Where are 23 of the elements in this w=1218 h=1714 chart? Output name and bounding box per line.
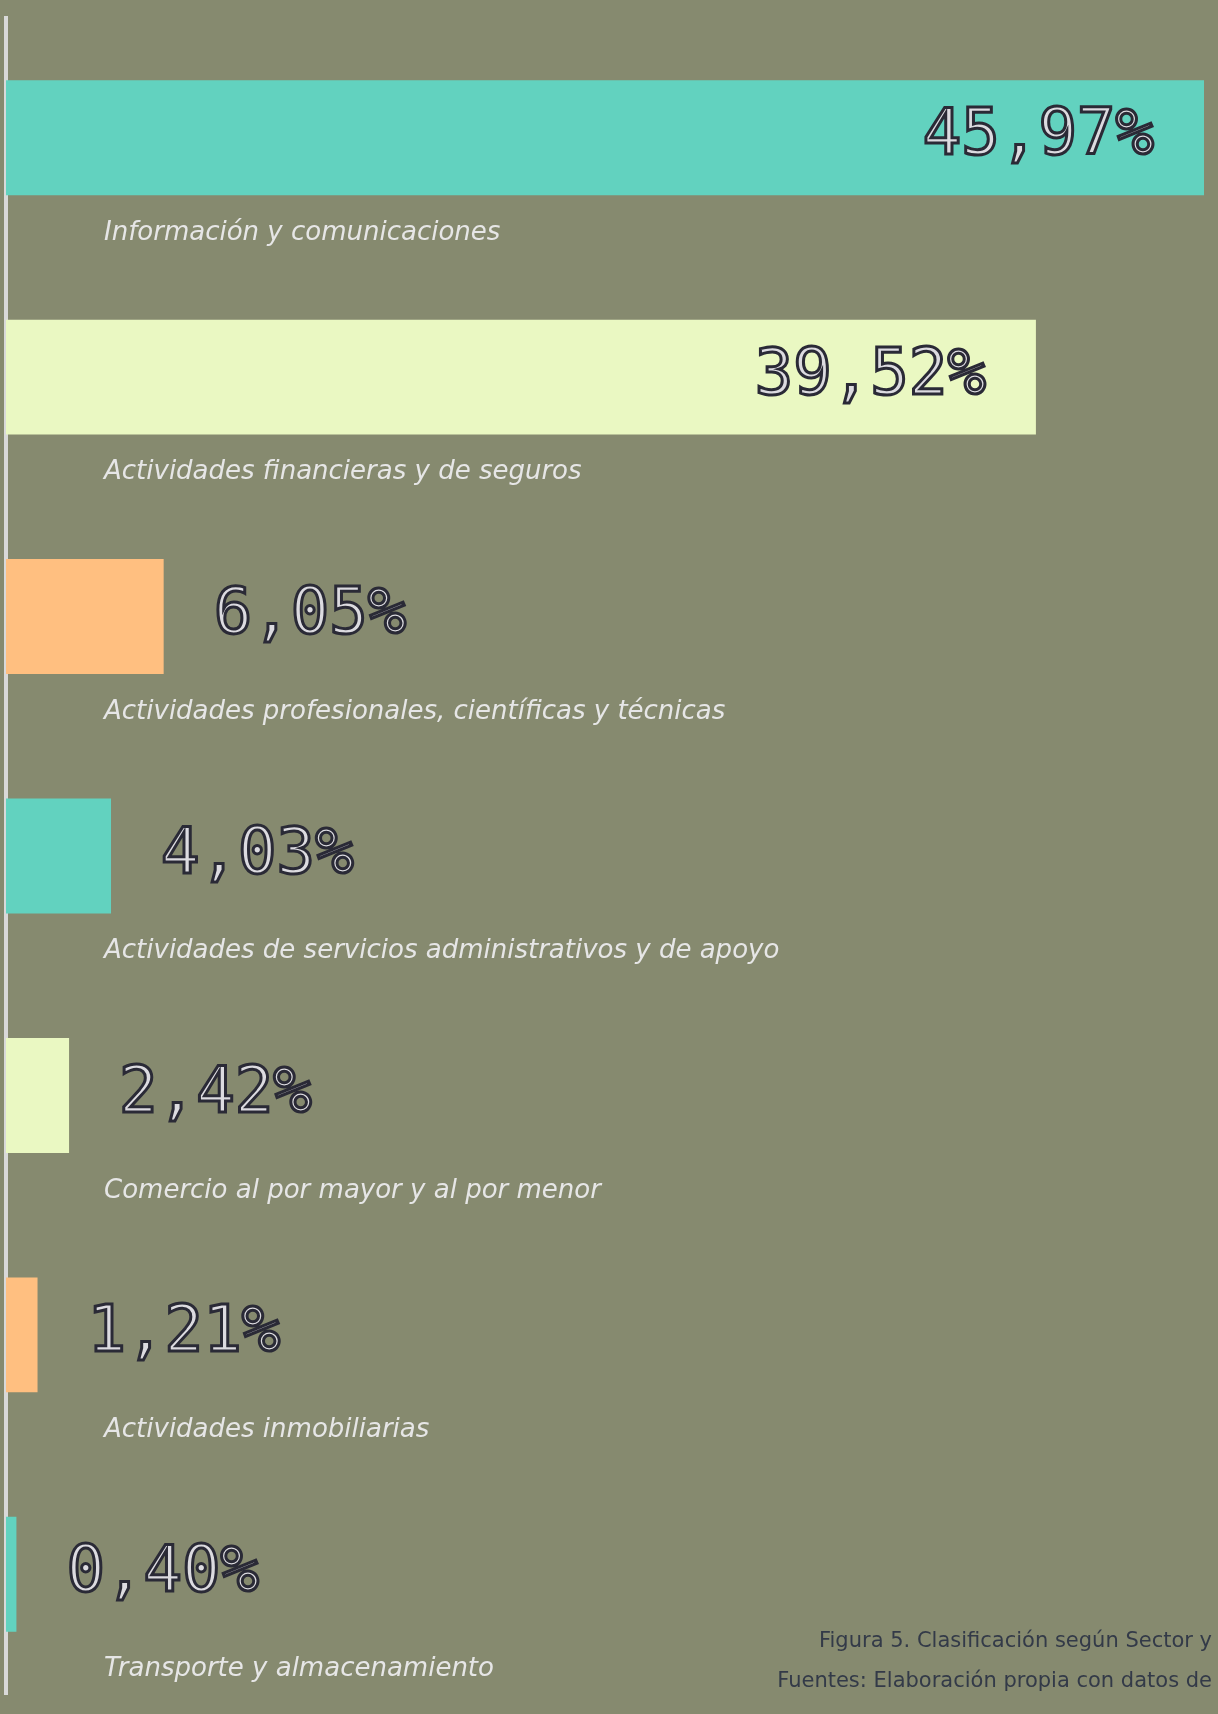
data-label: 0,40%	[66, 1531, 260, 1606]
y-tick-label: Comercio al por mayor y al por menor	[104, 1173, 604, 1204]
y-tick-label: Actividades financieras y de seguros	[102, 455, 582, 486]
bar	[6, 1516, 17, 1632]
bar	[6, 319, 1036, 435]
y-tick-label: Información y comunicaciones	[104, 215, 501, 246]
annotation: Figura 5. Clasificación según Sector y	[818, 1627, 1212, 1654]
bar	[6, 798, 112, 914]
data-label: 4,03%	[161, 813, 354, 888]
y-tick-label: Actividades de servicios administrativos y de apoyo	[102, 934, 780, 965]
data-label: 39,52%	[754, 334, 986, 409]
data-label: 2,42%	[119, 1053, 312, 1128]
annotation: Fuentes: Elaboración propia con datos de	[777, 1667, 1212, 1694]
bar	[6, 1277, 38, 1393]
y-tick-label: Actividades profesionales, científicas y técnicas	[102, 694, 726, 725]
bar	[6, 80, 1204, 196]
y-tick-label: Transporte y almacenamiento	[104, 1652, 494, 1683]
bar	[6, 559, 164, 675]
bar	[6, 1037, 70, 1153]
y-tick-label: Actividades inmobiliarias	[102, 1413, 430, 1444]
data-label: 45,97%	[922, 95, 1154, 170]
data-label: 6,05%	[213, 574, 407, 649]
data-label: 1,21%	[87, 1292, 281, 1367]
